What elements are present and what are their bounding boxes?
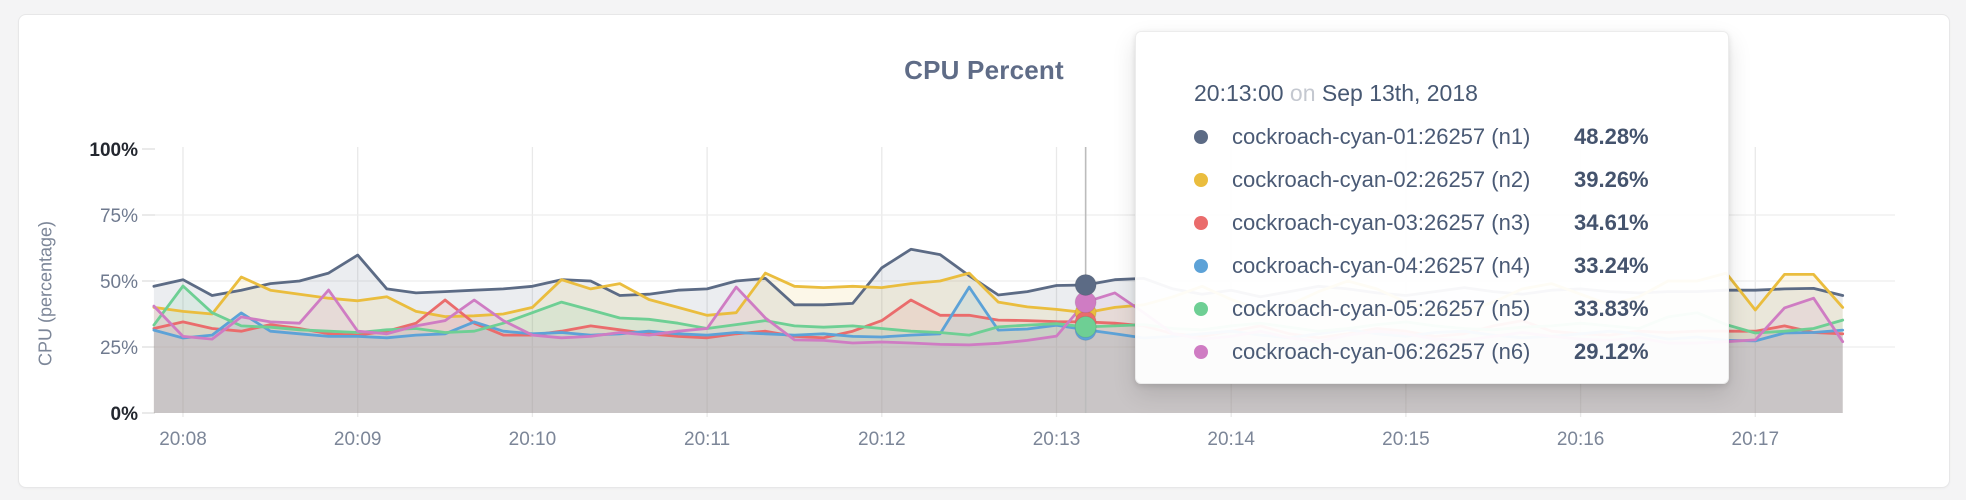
series-name: cockroach-cyan-06:26257 (n6) <box>1232 339 1531 364</box>
tooltip-date: Sep 13th, 2018 <box>1321 80 1478 106</box>
y-tick-label: 0% <box>111 404 139 425</box>
tooltip-rows: cockroach-cyan-01:26257 (n1) 48.28% cockro… <box>1194 124 1728 365</box>
x-tick-label: 20:17 <box>1732 429 1780 450</box>
series-value: 48.28% <box>1574 124 1649 149</box>
y-tick-label: 50% <box>100 272 138 293</box>
series-name: cockroach-cyan-03:26257 (n3) <box>1232 210 1531 235</box>
tooltip-row: cockroach-cyan-06:26257 (n6) 29.12% <box>1194 339 1728 365</box>
series-value: 33.83% <box>1574 296 1649 321</box>
hover-point-dot <box>1074 273 1097 296</box>
x-tick-label: 20:12 <box>858 429 906 450</box>
tooltip-row: cockroach-cyan-01:26257 (n1) 48.28% <box>1194 124 1728 150</box>
x-tick-label: 20:14 <box>1207 429 1255 450</box>
tooltip-row: cockroach-cyan-02:26257 (n2) 39.26% <box>1194 167 1728 193</box>
series-color-dot-icon <box>1194 302 1208 316</box>
series-name: cockroach-cyan-02:26257 (n2) <box>1232 167 1531 192</box>
tooltip-time: 20:13:00 <box>1194 80 1284 106</box>
tooltip-row: cockroach-cyan-05:26257 (n5) 33.83% <box>1194 296 1728 322</box>
x-tick-label: 20:08 <box>159 429 207 450</box>
y-tick-label: 100% <box>89 140 138 161</box>
tooltip-header: 20:13:00 on Sep 13th, 2018 <box>1194 80 1728 107</box>
hover-point-dot <box>1074 315 1097 338</box>
x-tick-label: 20:11 <box>684 429 730 450</box>
tooltip-row: cockroach-cyan-03:26257 (n3) 34.61% <box>1194 210 1728 236</box>
series-area <box>153 300 1843 413</box>
x-tick-label: 20:10 <box>509 429 557 450</box>
series-value: 29.12% <box>1574 339 1649 364</box>
series-color-dot-icon <box>1194 130 1208 144</box>
series-name: cockroach-cyan-05:26257 (n5) <box>1232 296 1531 321</box>
y-tick-label: 25% <box>100 338 138 359</box>
series-color-dot-icon <box>1194 216 1208 230</box>
hover-tooltip: 20:13:00 on Sep 13th, 2018 cockroach-cya… <box>1135 31 1729 384</box>
series-value: 34.61% <box>1574 210 1649 235</box>
series-color-dot-icon <box>1194 173 1208 187</box>
series-name: cockroach-cyan-04:26257 (n4) <box>1232 253 1531 278</box>
series-color-dot-icon <box>1194 259 1208 273</box>
series-color-dot-icon <box>1194 345 1208 359</box>
chart-title: CPU Percent <box>904 55 1064 85</box>
x-tick-label: 20:15 <box>1382 429 1430 450</box>
series-value: 33.24% <box>1574 253 1649 278</box>
x-tick-label: 20:13 <box>1033 429 1081 450</box>
series-value: 39.26% <box>1574 167 1649 192</box>
tooltip-on-word: on <box>1289 80 1316 106</box>
x-tick-label: 20:09 <box>334 429 382 450</box>
series-name: cockroach-cyan-01:26257 (n1) <box>1232 124 1531 149</box>
x-tick-label: 20:16 <box>1557 429 1605 450</box>
tooltip-row: cockroach-cyan-04:26257 (n4) 33.24% <box>1194 253 1728 279</box>
y-tick-label: 75% <box>100 206 138 227</box>
